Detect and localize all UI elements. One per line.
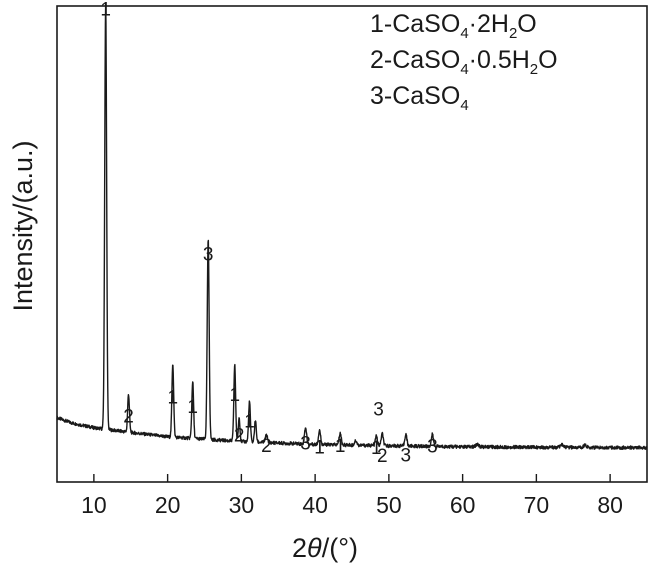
peak-label: 1 [167,387,178,408]
peak-label: 1 [335,436,346,457]
peak-label: 1 [229,385,240,406]
x-axis-ticks [93,474,611,482]
legend-item-3: 3-CaSO4 [370,82,469,114]
peak-label: 2 [377,446,388,467]
x-axis-tick-labels: 10 20 30 40 50 60 70 80 [81,492,623,518]
y-axis-label: Intensity/(a.u.) [8,140,38,311]
peak-label: 1 [371,438,382,459]
x-tick-label: 10 [81,492,107,518]
x-tick-label: 50 [376,492,402,518]
plot-frame [56,5,648,483]
peak-label: 3 [300,434,311,455]
peak-label: 1 [100,0,111,21]
peak-label: 3 [401,446,412,467]
x-tick-label: 20 [155,492,181,518]
x-tick-label: 60 [450,492,476,518]
peak-label: 3 [373,399,384,420]
x-axis-label: 2θ/(°) [292,533,358,563]
peak-label: 1 [187,397,198,418]
peak-label: 2 [261,436,272,457]
x-tick-label: 30 [229,492,255,518]
legend: 1-CaSO4·2H2O 2-CaSO4·0.5H2O 3-CaSO4 [370,10,558,114]
x-axis-label-theta: θ [307,533,322,563]
peak-label: 3 [427,436,438,457]
peak-label: 2 [234,426,245,447]
x-axis-label-symbol: 2 [292,533,307,563]
xrd-pattern-line [56,2,648,450]
x-tick-label: 80 [597,492,623,518]
peak-label: 2 [123,407,134,428]
x-axis-label-unit: /(°) [322,533,358,563]
peak-label: 3 [203,245,214,266]
peak-label: 1 [314,437,325,458]
legend-item-1: 1-CaSO4·2H2O [370,10,537,42]
x-tick-label: 40 [302,492,328,518]
peak-label: 1 [244,411,255,432]
x-tick-label: 70 [524,492,550,518]
legend-item-2: 2-CaSO4·0.5H2O [370,46,558,78]
